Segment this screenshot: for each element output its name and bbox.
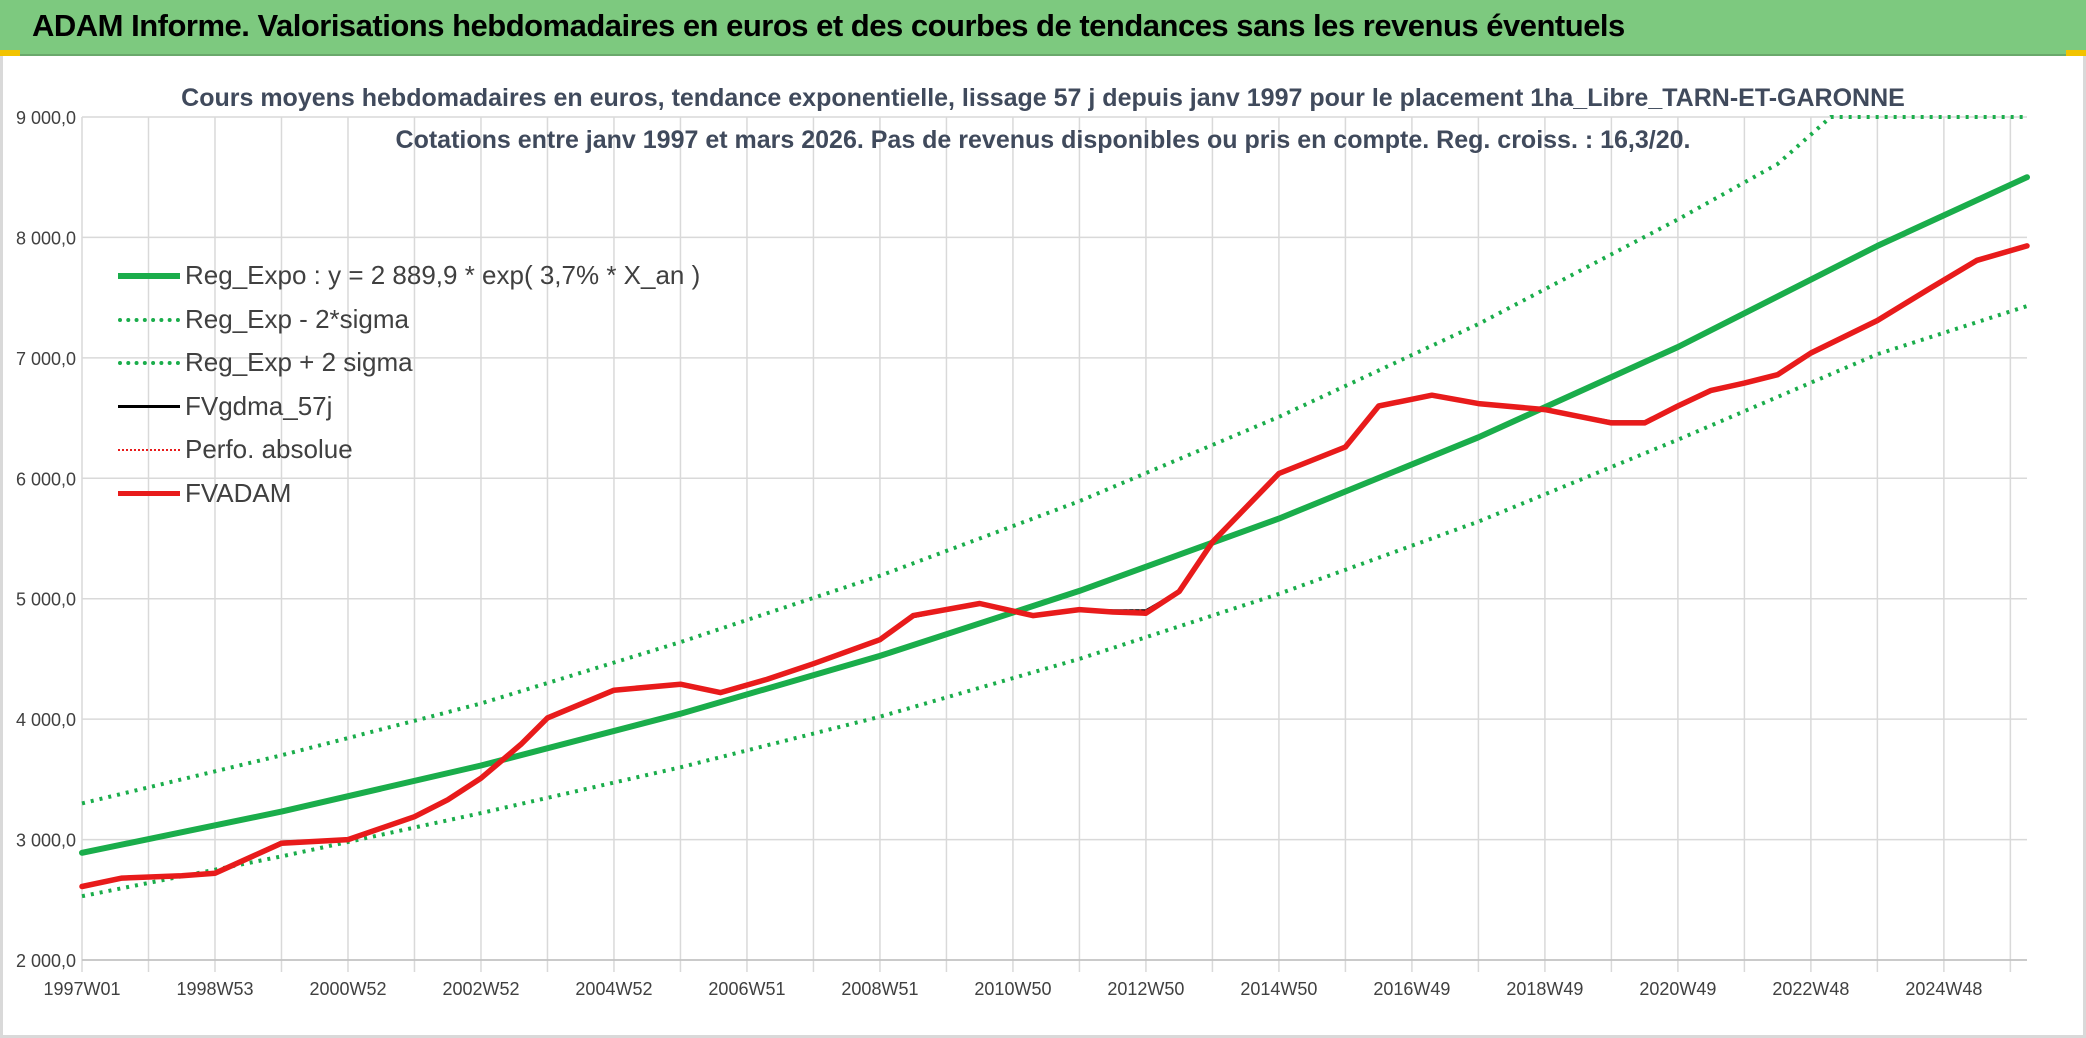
series-line-reg-exp-2-sigma: [81, 115, 2027, 806]
corner-marker-left: [0, 50, 20, 56]
x-tick-label: 2014W50: [1240, 979, 1317, 999]
legend-label: FVgdma_57j: [185, 390, 333, 421]
header-banner: ADAM Informe. Valorisations hebdomadaire…: [0, 0, 2086, 56]
x-tick-label: 2020W49: [1639, 979, 1716, 999]
legend-label: Perfo. absolue: [185, 434, 353, 464]
y-tick-label: 4 000,0: [16, 710, 76, 730]
x-tick-label: 2008W51: [841, 979, 918, 999]
x-tick-label: 2018W49: [1506, 979, 1583, 999]
y-tick-label: 5 000,0: [16, 590, 76, 610]
y-tick-label: 3 000,0: [16, 831, 76, 851]
legend-swatch: [118, 405, 180, 408]
legend-label: FVADAM: [185, 477, 292, 508]
x-tick-label: 2006W51: [708, 979, 785, 999]
x-axis: 1997W01 1998W53 2000W52 2002W52 2004W52 2006W…: [43, 979, 1982, 999]
y-tick-label: 6 000,0: [16, 469, 76, 489]
chart-title: Cours moyens hebdomadaires en euros, ten…: [181, 84, 1905, 112]
series-line-fvadam: [79, 243, 2030, 890]
chart-svg: 1997W01 1998W53 2000W52 2002W52 2004W52 2006W…: [16, 108, 2030, 999]
corner-marker-right: [2066, 50, 2086, 56]
x-tick-label: 2022W48: [1772, 979, 1849, 999]
banner-title: ADAM Informe. Valorisations hebdomadaire…: [32, 8, 1625, 43]
legend-label: Reg_Exp - 2*sigma: [185, 303, 409, 334]
grid-lines: [81, 116, 2027, 972]
series-lines: [79, 115, 2030, 899]
chart-area: 1997W01 1998W53 2000W52 2002W52 2004W52 2006W…: [0, 56, 2086, 1038]
legend-swatch: [118, 317, 180, 322]
legend-swatch: [118, 490, 180, 496]
x-tick-label: 2012W50: [1107, 979, 1184, 999]
x-tick-label: 2002W52: [442, 979, 519, 999]
y-tick-label: 2 000,0: [16, 951, 76, 971]
x-tick-label: 2004W52: [575, 979, 652, 999]
x-tick-label: 2016W49: [1373, 979, 1450, 999]
legend-label: Reg_Expo : y = 2 889,9 * exp( 3,7% * X_a…: [185, 260, 701, 290]
y-tick-label: 7 000,0: [16, 349, 76, 369]
x-tick-label: 1998W53: [176, 979, 253, 999]
series-line-reg-expo-y-2-889-9-exp-3-7-x-an: [79, 174, 2030, 856]
y-tick-label: 9 000,0: [16, 108, 76, 128]
x-tick-label: 2010W50: [974, 979, 1051, 999]
y-tick-label: 8 000,0: [16, 228, 76, 248]
chart-subtitle: Cotations entre janv 1997 et mars 2026. …: [395, 126, 1691, 154]
y-axis: 2 000,0 3 000,0 4 000,0 5 000,0 6 000,0 7 000…: [16, 108, 76, 971]
legend-swatch: [118, 448, 180, 451]
legend-swatch: [118, 273, 180, 279]
x-tick-label: 2024W48: [1905, 979, 1982, 999]
x-tick-label: 1997W01: [43, 979, 120, 999]
legend-swatch: [118, 361, 180, 365]
x-tick-label: 2000W52: [309, 979, 386, 999]
legend-label: Reg_Exp + 2 sigma: [185, 347, 413, 377]
